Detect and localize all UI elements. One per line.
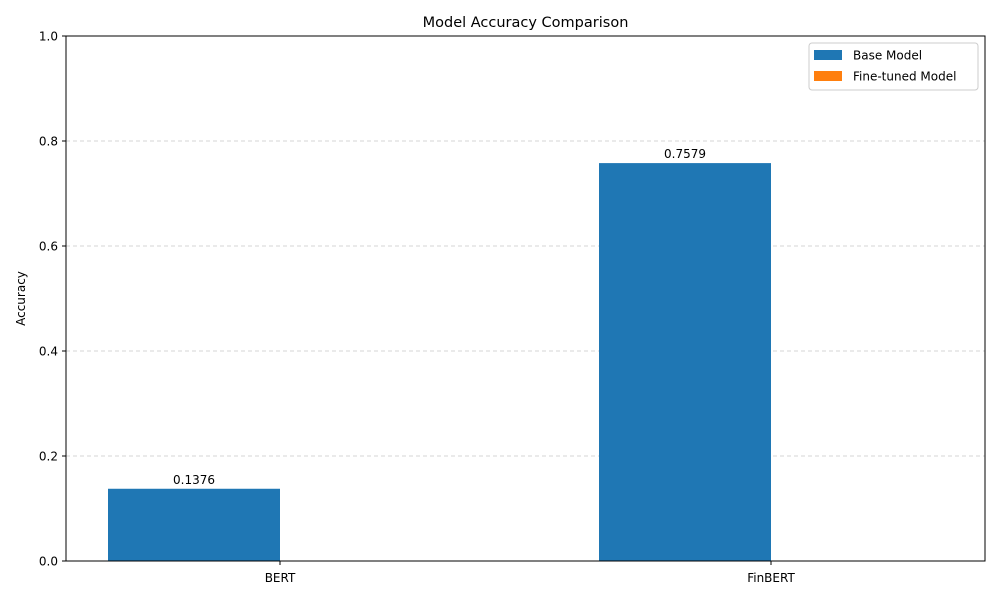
legend-box (808, 42, 979, 91)
bars (108, 163, 771, 562)
y-tick-label: 0.2 (39, 450, 58, 464)
y-tick-label: 0.0 (39, 555, 58, 569)
y-tick-label: 0.8 (39, 135, 58, 149)
bar-value-labels: 0.1376 0.7579 (173, 147, 706, 487)
legend-swatch (814, 50, 842, 60)
legend: Base Model Fine-tuned Model (808, 42, 979, 91)
y-axis-label: Accuracy (14, 271, 28, 326)
chart-title: Model Accuracy Comparison (423, 15, 629, 31)
bar-base-model-bert (108, 488, 280, 561)
x-tick-label: FinBERT (747, 571, 795, 585)
gridlines (66, 140, 985, 457)
x-tick-label: BERT (265, 571, 296, 585)
plot-frame (65, 35, 986, 562)
bar-value-label: 0.7579 (664, 147, 706, 161)
legend-label: Base Model (853, 49, 922, 63)
y-tick-label: 1.0 (39, 30, 58, 44)
bar-value-label: 0.1376 (173, 473, 215, 487)
y-tick-label: 0.4 (39, 345, 58, 359)
x-axis-ticks: BERT FinBERT (265, 561, 795, 585)
y-axis-ticks: 0.0 0.2 0.4 0.6 0.8 1.0 (39, 30, 66, 569)
y-tick-label: 0.6 (39, 240, 58, 254)
bar-base-model-finbert (599, 163, 771, 562)
legend-swatch (814, 71, 842, 81)
legend-label: Fine-tuned Model (853, 70, 956, 84)
